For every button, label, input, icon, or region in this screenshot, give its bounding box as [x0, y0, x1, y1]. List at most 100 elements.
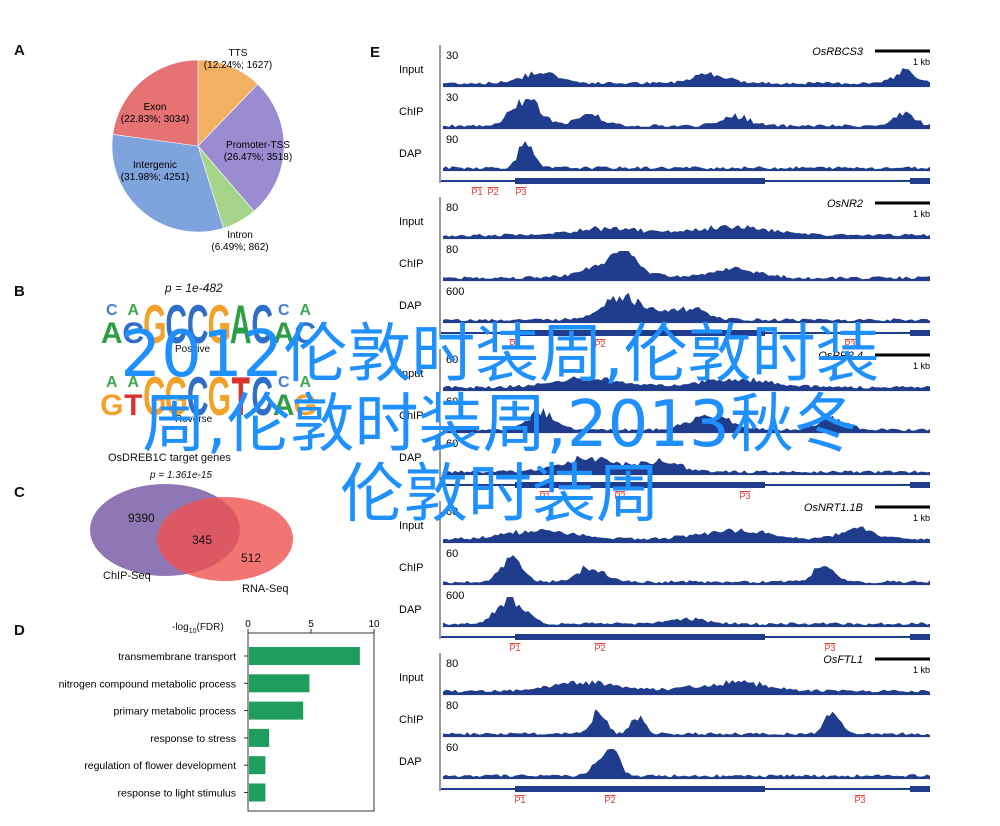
logo-letter: T [232, 367, 250, 428]
track-scale: 30 [446, 92, 458, 104]
track-label: Input [399, 216, 423, 228]
go-category-label: response to stress [150, 733, 236, 745]
primer-label: P2 [604, 795, 615, 805]
gene-model-exon [515, 330, 765, 336]
scale-bar-label: 1 kb [913, 57, 930, 67]
scale-bar-label: 1 kb [913, 209, 930, 219]
venn-left-label: ChIP-Seq [103, 570, 151, 582]
coverage-track [443, 293, 930, 323]
gene-model-exon [515, 786, 765, 792]
go-bar-chart: 0 5 10 transmembrane transport nitrogen comp… [59, 619, 380, 812]
logo-letter-minor: A [299, 302, 311, 319]
panel-b-letter: B [14, 283, 25, 300]
gene-model-exon [515, 634, 765, 640]
track-scale: 60 [446, 548, 458, 560]
logo-title: OsDREB1C target genes [108, 452, 231, 464]
gene-name: OsFTL1 [823, 654, 863, 666]
pie-chart: TTS(12.24%; 1627) Promoter-TSS(26.47%; 35… [111, 48, 292, 253]
pie-detail: (22.83%; 3034) [121, 114, 189, 125]
go-bar [249, 783, 266, 802]
coverage-track [443, 597, 930, 627]
track-label: DAP [399, 756, 422, 768]
scale-bar-label: 1 kb [913, 513, 930, 523]
go-bar [249, 728, 270, 747]
go-bar [249, 674, 310, 693]
logo-letter: G [143, 367, 166, 428]
logo-letter: C [251, 367, 273, 428]
track-scale: 90 [446, 134, 458, 146]
scale-bar-label: 1 kb [913, 665, 930, 675]
track-label: DAP [399, 148, 422, 160]
logo-letter-minor: C [278, 302, 290, 319]
track-label: ChIP [399, 714, 423, 726]
logo-letter: G [294, 389, 317, 422]
primer-label: P3 [515, 187, 526, 197]
gene-model-exon [910, 786, 930, 792]
logo-letter-minor: A [127, 302, 139, 319]
gene-name: OsPR2.4 [818, 350, 863, 362]
venn-diagram [90, 484, 293, 581]
logo-letter: G [208, 367, 231, 428]
logo-letter-minor: C [278, 374, 290, 391]
logo-letter: A [101, 317, 123, 350]
go-tick-label: 0 [245, 619, 251, 630]
coverage-track [443, 709, 930, 737]
coverage-track [443, 526, 930, 543]
primer-label: P3 [739, 491, 750, 501]
panel-a-letter: A [14, 42, 25, 59]
track-label: Input [399, 64, 423, 76]
track-scale: 80 [446, 202, 458, 214]
go-tick-label: 10 [368, 619, 380, 630]
logo-letter: T [124, 389, 142, 422]
logo-letter: C [251, 295, 273, 355]
gene-model-exon [910, 634, 930, 640]
gene-model-exon [515, 178, 765, 184]
go-axis-label: -log10(FDR) [172, 622, 224, 635]
primer-label: P1 [471, 187, 482, 197]
primer-label: P3 [824, 643, 835, 653]
coverage-track [443, 99, 930, 129]
go-tick-label: 5 [308, 619, 314, 630]
pie-slice-tts [197, 59, 259, 147]
track-scale: 600 [446, 286, 464, 298]
logo-letter: A [230, 295, 252, 355]
logo-letter-minor: C [106, 302, 118, 319]
go-bar [249, 647, 360, 665]
primer-label: P1 [514, 795, 525, 805]
gene-model-exon [515, 482, 765, 488]
primer-label: P1 [509, 339, 520, 349]
gene-name: OsRBCS3 [812, 46, 864, 58]
track-scale: 80 [446, 700, 458, 712]
track-scale: 80 [446, 244, 458, 256]
coverage-track [443, 141, 930, 171]
logo-pvalue: p = 1e-482 [165, 281, 223, 295]
pie-detail: (31.98%; 4251) [121, 172, 189, 183]
gene-model-exon [910, 178, 930, 184]
logo-letter: G [100, 389, 123, 422]
coverage-track [443, 455, 930, 475]
track-scale: 60 [446, 506, 458, 518]
genome-tracks: OsRBCS3 1 kb Input 30 ChIP 30 DAP 90 P1 P2 P3 OsNR2… [399, 45, 930, 805]
pie-slice-intergenic [111, 133, 224, 233]
coverage-track [443, 225, 930, 239]
pie-label: Promoter-TSS [226, 140, 290, 151]
coverage-track [443, 376, 930, 391]
venn-right-label: RNA-Seq [242, 583, 289, 595]
go-category-label: response to light stimulus [118, 788, 236, 800]
track-label: Input [399, 672, 423, 684]
logo-letter: C [187, 367, 209, 428]
primer-label: P2 [487, 187, 498, 197]
logo-letter: C [165, 295, 187, 355]
logo-caption-bottom: Reverse [175, 414, 213, 425]
scale-bar-label: 1 kb [913, 361, 930, 371]
go-bar [249, 756, 266, 775]
logo-letter: C [122, 317, 144, 350]
pie-slice-promoter-tss [197, 83, 285, 212]
pie-detail: (12.24%; 1627) [204, 60, 272, 71]
logo-letter: G [165, 367, 188, 428]
coverage-track [443, 749, 930, 779]
venn-overlap-count: 345 [192, 533, 213, 547]
track-scale: 60 [446, 438, 458, 450]
track-scale: 60 [446, 742, 458, 754]
primer-label: P1 [539, 491, 550, 501]
